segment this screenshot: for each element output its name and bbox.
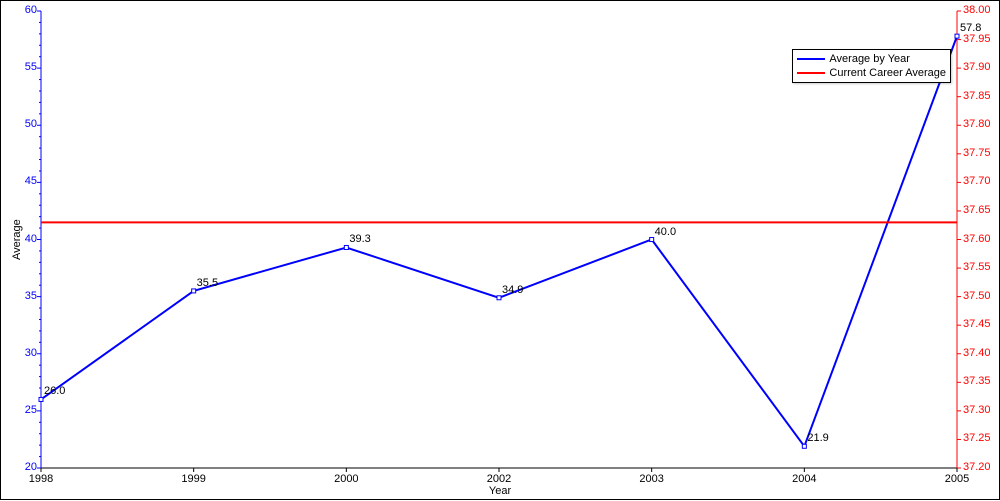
y-right-tick-label: 37.90 [963, 61, 1000, 73]
y-left-tick-label: 25 [7, 404, 37, 416]
x-tick-label: 2002 [479, 473, 519, 485]
x-tick-label: 2004 [784, 473, 824, 485]
y-left-tick-label: 30 [7, 347, 37, 359]
y-left-tick-label: 45 [7, 175, 37, 187]
y-right-tick-label: 37.60 [963, 233, 1000, 245]
y-right-tick-label: 37.65 [963, 204, 1000, 216]
y-right-tick-label: 38.00 [963, 4, 1000, 16]
y-left-tick-label: 55 [7, 61, 37, 73]
y-right-tick-label: 37.20 [963, 461, 1000, 473]
legend-label: Current Career Average [829, 67, 946, 79]
y-right-tick-label: 37.25 [963, 432, 1000, 444]
x-tick-label: 1998 [21, 473, 61, 485]
legend-swatch-icon [797, 72, 825, 74]
y-right-tick-label: 37.55 [963, 261, 1000, 273]
y-left-tick-label: 60 [7, 4, 37, 16]
y-right-tick-label: 37.50 [963, 290, 1000, 302]
x-tick-label: 2000 [326, 473, 366, 485]
chart-legend: Average by Year Current Career Average [792, 49, 951, 83]
legend-item: Average by Year [797, 52, 946, 66]
x-tick-label: 1999 [174, 473, 214, 485]
legend-label: Average by Year [829, 53, 910, 65]
y-right-tick-label: 37.95 [963, 33, 1000, 45]
y-right-tick-label: 37.30 [963, 404, 1000, 416]
y-left-tick-label: 35 [7, 290, 37, 302]
data-point-label: 21.9 [807, 432, 828, 444]
y-right-tick-label: 37.80 [963, 118, 1000, 130]
y-right-tick-label: 37.45 [963, 318, 1000, 330]
data-point-label: 39.3 [349, 233, 370, 245]
x-axis-label: Year [489, 485, 511, 497]
data-point-label: 26.0 [44, 385, 65, 397]
legend-swatch-icon [797, 58, 825, 60]
dual-axis-line-chart: Average Year 202530354045505560 37.2037.… [0, 0, 1000, 500]
data-point-label: 35.5 [197, 277, 218, 289]
y-left-tick-label: 40 [7, 233, 37, 245]
legend-item: Current Career Average [797, 66, 946, 80]
y-left-tick-label: 50 [7, 118, 37, 130]
x-tick-label: 2005 [937, 473, 977, 485]
data-point-label: 40.0 [655, 226, 676, 238]
data-point-label: 34.9 [502, 284, 523, 296]
y-right-tick-label: 37.40 [963, 347, 1000, 359]
y-left-tick-label: 20 [7, 461, 37, 473]
y-right-tick-label: 37.70 [963, 175, 1000, 187]
y-right-tick-label: 37.75 [963, 147, 1000, 159]
x-tick-label: 2003 [632, 473, 672, 485]
data-point-label: 57.8 [960, 22, 981, 34]
y-right-tick-label: 37.35 [963, 375, 1000, 387]
y-right-tick-label: 37.85 [963, 90, 1000, 102]
